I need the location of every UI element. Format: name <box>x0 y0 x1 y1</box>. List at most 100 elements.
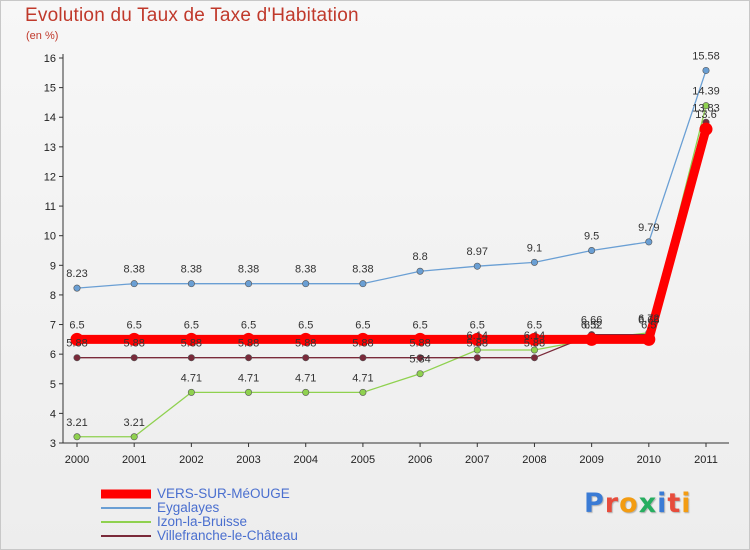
x-tick-label: 2001 <box>122 454 146 466</box>
y-tick-label: 5 <box>50 379 56 391</box>
y-tick-label: 12 <box>44 171 56 183</box>
legend-swatch <box>101 535 151 537</box>
data-point <box>73 284 81 292</box>
series-line-0 <box>72 124 711 344</box>
data-point <box>184 332 198 346</box>
data-label: 5.88 <box>238 338 259 350</box>
data-label: 9.79 <box>638 222 659 234</box>
data-label: 8.38 <box>123 264 144 276</box>
data-point <box>530 258 538 266</box>
proxiti-logo: Proxiti <box>584 488 692 519</box>
legend-label: Izon-la-Bruisse <box>157 514 248 529</box>
data-label: 5.88 <box>409 338 430 350</box>
data-point <box>73 354 81 362</box>
legend-item: Eygalayes <box>101 501 431 515</box>
data-label: 6.66 <box>581 315 602 327</box>
legend-label: Villefranche-le-Château <box>157 528 298 543</box>
data-point <box>70 332 84 346</box>
data-point <box>302 388 310 396</box>
y-tick-label: 8 <box>50 290 56 302</box>
legend-swatch <box>101 507 151 509</box>
data-point <box>356 332 370 346</box>
data-point <box>416 370 424 378</box>
data-label: 6.14 <box>524 330 545 342</box>
logo-letter: t <box>667 488 682 519</box>
data-point <box>302 280 310 288</box>
data-point <box>127 332 141 346</box>
y-tick-label: 14 <box>44 112 56 124</box>
x-tick-label: 2010 <box>637 454 661 466</box>
data-label: 6.5 <box>527 319 542 331</box>
data-point <box>699 122 713 136</box>
data-label: 6.5 <box>127 319 142 331</box>
y-tick-label: 15 <box>44 83 56 95</box>
data-point <box>642 332 656 346</box>
legend-item: Izon-la-Bruisse <box>101 515 431 529</box>
data-point <box>187 280 195 288</box>
data-point <box>302 354 310 362</box>
x-tick-label: 2004 <box>293 454 317 466</box>
series-line-2 <box>76 105 707 438</box>
data-label: 5.88 <box>181 338 202 350</box>
data-point <box>473 262 481 270</box>
legend-item: VERS-SUR-MéOUGE <box>101 487 431 501</box>
data-label: 5.88 <box>123 338 144 350</box>
data-point <box>530 346 538 354</box>
y-tick-label: 6 <box>50 349 56 361</box>
legend-swatch <box>101 521 151 523</box>
data-label: 6.72 <box>638 313 659 325</box>
data-point <box>473 346 481 354</box>
data-point <box>645 238 653 246</box>
data-label: 9.1 <box>527 242 542 254</box>
data-point <box>299 332 313 346</box>
data-label: 6.5 <box>184 319 199 331</box>
data-point <box>527 332 541 346</box>
y-tick-label: 3 <box>50 438 56 450</box>
x-tick-label: 2003 <box>236 454 260 466</box>
x-tick-label: 2007 <box>465 454 489 466</box>
logo-letter: o <box>619 488 639 519</box>
data-point <box>470 332 484 346</box>
data-label: 5.34 <box>409 354 430 366</box>
data-point <box>359 280 367 288</box>
data-label: 8.38 <box>352 264 373 276</box>
x-tick-label: 2002 <box>179 454 203 466</box>
y-tick-label: 13 <box>44 142 56 154</box>
logo-letter: x <box>638 488 658 519</box>
x-tick-label: 2008 <box>522 454 546 466</box>
legend-label: VERS-SUR-MéOUGE <box>157 486 290 501</box>
chart-title: Evolution du Taux de Taxe d'Habitation <box>25 5 359 26</box>
data-point <box>73 433 81 441</box>
data-point <box>585 332 599 346</box>
y-tick-label: 9 <box>50 260 56 272</box>
legend-item: Villefranche-le-Château <box>101 529 431 543</box>
data-point <box>130 354 138 362</box>
data-point <box>413 332 427 346</box>
data-label: 6.5 <box>241 319 256 331</box>
data-label: 6.5 <box>641 319 656 331</box>
data-label: 8.38 <box>295 264 316 276</box>
data-labels-layer: 8.23 8.38 8.38 8.38 8.38 8.38 8.8 8.97 9.1 9.5 9.7… <box>66 50 719 428</box>
legend-swatch <box>101 489 151 499</box>
data-label: 4.71 <box>238 372 259 384</box>
data-label: 3.21 <box>66 417 87 429</box>
legend-label: Eygalayes <box>157 500 220 515</box>
data-label: 4.71 <box>295 372 316 384</box>
data-point <box>702 66 710 74</box>
x-tick-label: 2011 <box>694 454 718 466</box>
data-label: 5.88 <box>295 338 316 350</box>
data-label: 8.97 <box>467 246 488 258</box>
data-point <box>242 332 256 346</box>
logo-letter: r <box>604 488 620 519</box>
legend: VERS-SUR-MéOUGE Eygalayes Izon-la-Bruisse V… <box>101 487 431 543</box>
x-tick-label: 2006 <box>408 454 432 466</box>
data-label: 8.38 <box>181 264 202 276</box>
data-point <box>473 354 481 362</box>
y-axis-unit: (en %) <box>26 30 59 42</box>
data-point <box>702 102 710 110</box>
data-label: 9.5 <box>584 231 599 243</box>
data-label: 6.5 <box>412 319 427 331</box>
data-point <box>130 280 138 288</box>
